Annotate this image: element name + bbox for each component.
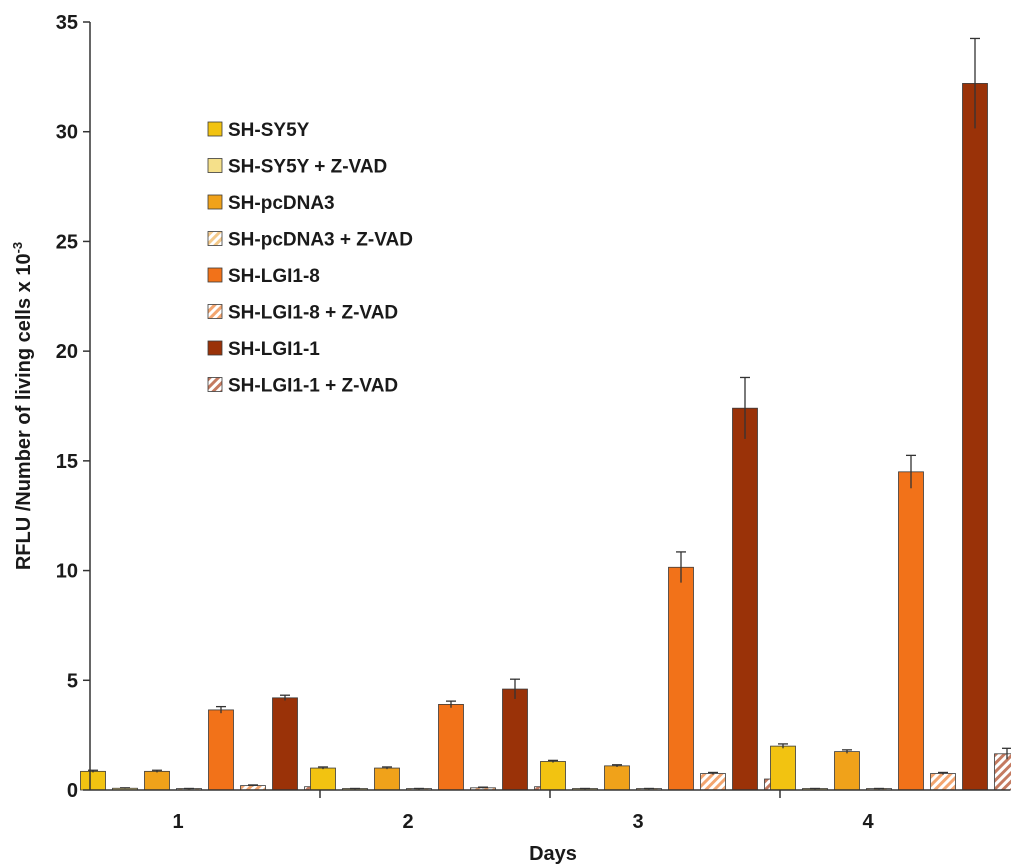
error-bar bbox=[280, 694, 290, 701]
y-tick-label: 35 bbox=[56, 12, 78, 34]
legend-label: SH-SY5Y + Z-VAD bbox=[228, 157, 387, 178]
error-bar bbox=[580, 787, 590, 790]
legend-item: SH-LGI1-1 + Z-VAD bbox=[207, 376, 398, 397]
error-bar bbox=[120, 787, 130, 789]
error-bar bbox=[1002, 747, 1011, 760]
error-bar bbox=[938, 771, 948, 775]
error-bar bbox=[382, 766, 392, 770]
bar bbox=[502, 688, 528, 791]
y-tick-label: 5 bbox=[67, 670, 78, 692]
legend-item: SH-LGI1-8 + Z-VAD bbox=[207, 303, 398, 324]
error-bar bbox=[510, 678, 520, 699]
legend-swatch bbox=[207, 340, 223, 356]
bars-layer bbox=[80, 37, 1011, 791]
bar bbox=[834, 751, 860, 791]
error-bar bbox=[350, 787, 360, 790]
error-bar bbox=[152, 769, 162, 773]
bar bbox=[898, 471, 924, 791]
legend-swatch bbox=[207, 377, 223, 392]
error-bar bbox=[874, 787, 884, 790]
error-bar bbox=[478, 786, 488, 789]
error-bar bbox=[906, 454, 916, 489]
bar bbox=[994, 753, 1011, 791]
bar bbox=[962, 83, 988, 791]
error-bar bbox=[184, 787, 194, 790]
bar bbox=[438, 704, 464, 791]
x-axis-title: Days bbox=[529, 843, 577, 865]
error-bar bbox=[548, 759, 558, 763]
legend-item: SH-SY5Y bbox=[207, 120, 310, 141]
legend-label: SH-pcDNA3 + Z-VAD bbox=[228, 230, 413, 251]
bar bbox=[770, 745, 796, 791]
legend-label: SH-LGI1-1 + Z-VAD bbox=[228, 376, 398, 397]
y-tick-label: 30 bbox=[56, 122, 78, 144]
legend-item: SH-pcDNA3 + Z-VAD bbox=[207, 230, 413, 251]
legend-label: SH-LGI1-8 + Z-VAD bbox=[228, 303, 398, 324]
error-bar bbox=[810, 787, 820, 790]
legend: SH-SY5Y SH-SY5Y + Z-VAD SH-pcDNA3 SH-pcDNA3… bbox=[207, 120, 413, 397]
legend-swatch bbox=[207, 304, 223, 319]
error-bar bbox=[970, 37, 980, 129]
error-bar bbox=[708, 771, 718, 775]
bar bbox=[310, 767, 336, 791]
error-bar bbox=[414, 787, 424, 790]
error-bar bbox=[778, 743, 788, 749]
y-tick-label: 25 bbox=[56, 231, 78, 253]
bar bbox=[272, 697, 298, 791]
y-axis-title: RFLU /Number of living cells x 10-3 bbox=[10, 242, 35, 570]
error-bar bbox=[644, 787, 654, 790]
legend-item: SH-LGI1-1 bbox=[207, 339, 320, 360]
legend-item: SH-pcDNA3 bbox=[207, 193, 335, 214]
legend-swatch bbox=[207, 121, 223, 137]
error-bar bbox=[318, 766, 328, 770]
legend-label: SH-LGI1-1 bbox=[228, 339, 320, 360]
axes-layer: 0 5 10 15 20 25 30 35 1 2 3 4 bbox=[56, 12, 1010, 833]
bar bbox=[604, 765, 630, 791]
bar bbox=[80, 770, 106, 791]
legend-swatch bbox=[207, 158, 223, 173]
bar bbox=[144, 770, 170, 791]
bar bbox=[374, 767, 400, 791]
error-bar bbox=[248, 784, 258, 787]
y-tick-label: 20 bbox=[56, 341, 78, 363]
bar bbox=[930, 773, 956, 791]
y-tick-label: 15 bbox=[56, 451, 78, 473]
legend-item: SH-LGI1-8 bbox=[207, 266, 320, 287]
legend-swatch bbox=[207, 231, 223, 246]
x-tick-label: 3 bbox=[632, 811, 643, 833]
error-bar bbox=[676, 551, 686, 583]
legend-label: SH-SY5Y bbox=[228, 120, 310, 141]
y-tick-label: 0 bbox=[67, 780, 78, 802]
legend-swatch bbox=[207, 194, 223, 210]
error-bar bbox=[446, 700, 456, 708]
x-tick-label: 4 bbox=[862, 811, 874, 833]
legend-swatch bbox=[207, 267, 223, 283]
x-tick-label: 2 bbox=[402, 811, 413, 833]
legend-label: SH-pcDNA3 bbox=[228, 193, 335, 214]
bar bbox=[668, 566, 694, 791]
error-bar bbox=[740, 376, 750, 439]
legend-label: SH-LGI1-8 bbox=[228, 266, 320, 287]
bar bbox=[540, 761, 566, 791]
error-bar bbox=[842, 749, 852, 754]
x-tick-label: 1 bbox=[172, 811, 183, 833]
bar bbox=[208, 709, 234, 791]
error-bar bbox=[612, 764, 622, 767]
y-tick-label: 10 bbox=[56, 561, 78, 583]
bar bbox=[700, 773, 726, 791]
bar bbox=[732, 407, 758, 791]
legend-item: SH-SY5Y + Z-VAD bbox=[207, 157, 387, 178]
error-bar bbox=[216, 705, 226, 714]
